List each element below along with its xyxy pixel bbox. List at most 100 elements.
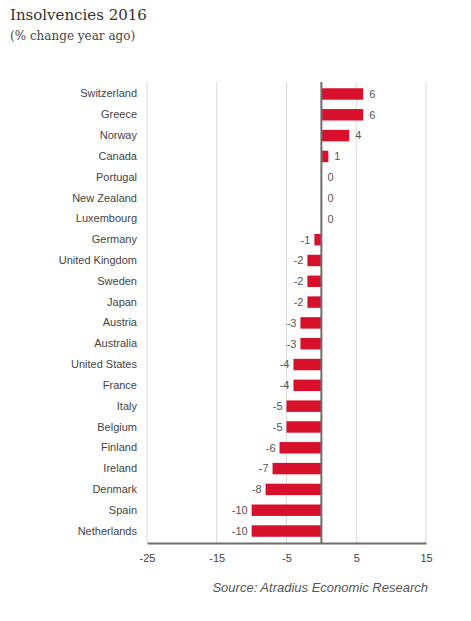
category-label: Italy: [117, 400, 138, 412]
y-tick: Italy: [117, 400, 147, 412]
y-tick: Netherlands: [78, 525, 147, 537]
x-tick-label: -15: [209, 552, 225, 564]
bar: [273, 463, 322, 474]
data-label: -2: [294, 254, 304, 266]
bar: [252, 525, 322, 536]
x-tick: -5: [282, 543, 292, 564]
x-tick: 5: [354, 543, 360, 564]
data-label: 1: [334, 150, 340, 162]
grid-line: [426, 82, 427, 543]
y-tick: Greece: [101, 108, 147, 120]
bar: [287, 400, 322, 411]
y-tick: Belgium: [97, 420, 147, 432]
y-tick: United Kingdom: [59, 254, 147, 266]
category-label: Austria: [103, 316, 138, 328]
x-tick-label: 15: [420, 552, 432, 564]
y-tick: France: [103, 379, 147, 391]
x-tick: -25: [140, 543, 156, 564]
category-label: Denmark: [92, 483, 137, 495]
category-label: Australia: [94, 337, 138, 349]
bar: [314, 234, 321, 245]
bar: [300, 317, 321, 328]
bar: [307, 255, 321, 266]
data-label: -1: [301, 234, 311, 246]
grid: [147, 82, 426, 543]
data-label: 0: [327, 213, 333, 225]
data-label: -10: [232, 525, 248, 537]
x-axis-line: [148, 543, 427, 545]
bar: [252, 504, 322, 515]
data-label: 0: [327, 171, 333, 183]
data-label: -3: [287, 338, 297, 350]
y-axis: Switzerland Greece Norway Canada Portugal New…: [59, 87, 147, 536]
category-label: Switzerland: [80, 87, 137, 99]
category-label: United States: [71, 358, 138, 370]
y-tick: United States: [71, 358, 147, 370]
category-label: Luxembourg: [76, 212, 137, 224]
y-tick: New Zealand: [72, 192, 147, 204]
y-tick: Japan: [107, 296, 147, 308]
category-label: United Kingdom: [59, 254, 137, 266]
category-label: France: [103, 379, 137, 391]
category-label: Ireland: [103, 462, 137, 474]
category-label: Netherlands: [78, 525, 138, 537]
category-label: Norway: [100, 129, 138, 141]
x-tick: -15: [209, 543, 225, 564]
source: Source: Atradius Economic Research: [212, 580, 428, 595]
data-label: 4: [355, 129, 361, 141]
y-tick: Austria: [103, 316, 147, 328]
x-tick: 15: [420, 543, 432, 564]
y-tick: Australia: [94, 337, 147, 349]
bar: [266, 484, 322, 495]
data-label: -4: [280, 379, 290, 391]
subtitle: (% change year ago): [10, 29, 135, 43]
data-label: -5: [273, 421, 283, 433]
category-label: Belgium: [97, 420, 137, 432]
bar: [293, 380, 321, 391]
bar: [307, 276, 321, 287]
category-label: Japan: [107, 296, 137, 308]
bar: [280, 442, 322, 453]
bar: [293, 359, 321, 370]
bars: [252, 88, 364, 537]
data-label: -7: [259, 462, 269, 474]
y-tick: Luxembourg: [76, 212, 147, 224]
category-label: Finland: [101, 441, 137, 453]
y-tick: Sweden: [97, 275, 147, 287]
category-label: New Zealand: [72, 192, 137, 204]
category-label: Canada: [98, 150, 137, 162]
y-tick: Germany: [92, 233, 147, 245]
baseline: [320, 82, 322, 543]
category-label: Greece: [101, 108, 137, 120]
y-tick: Canada: [98, 150, 147, 162]
bar: [321, 151, 328, 162]
x-axis: -25 -15 -5 5 15: [140, 543, 433, 564]
bar: [321, 109, 363, 120]
chart: Insolvencies 2016(% change year ago)6641…: [0, 0, 471, 621]
grid-line: [216, 82, 217, 543]
bar: [300, 338, 321, 349]
grid-line: [147, 82, 148, 543]
y-tick: Ireland: [103, 462, 147, 474]
data-label: -8: [252, 483, 262, 495]
y-tick: Spain: [109, 504, 147, 516]
category-label: Portugal: [96, 171, 137, 183]
x-tick-label: 5: [354, 552, 360, 564]
grid-line: [356, 82, 357, 543]
data-label: 6: [369, 88, 375, 100]
y-tick: Norway: [100, 129, 147, 141]
bar: [321, 130, 349, 141]
bar: [321, 88, 363, 99]
data-label: -3: [287, 317, 297, 329]
data-label: -2: [294, 275, 304, 287]
plot: 6641000-1-2-2-2-3-3-4-4-5-5-6-7-8-10-10S…: [59, 82, 433, 564]
y-tick: Denmark: [92, 483, 147, 495]
category-label: Sweden: [97, 275, 137, 287]
category-label: Spain: [109, 504, 137, 516]
data-label: -4: [280, 358, 290, 370]
y-tick: Switzerland: [80, 87, 147, 99]
y-tick: Portugal: [96, 171, 147, 183]
data-label: 6: [369, 109, 375, 121]
title: Insolvencies 2016: [10, 6, 147, 24]
data-label: -5: [273, 400, 283, 412]
